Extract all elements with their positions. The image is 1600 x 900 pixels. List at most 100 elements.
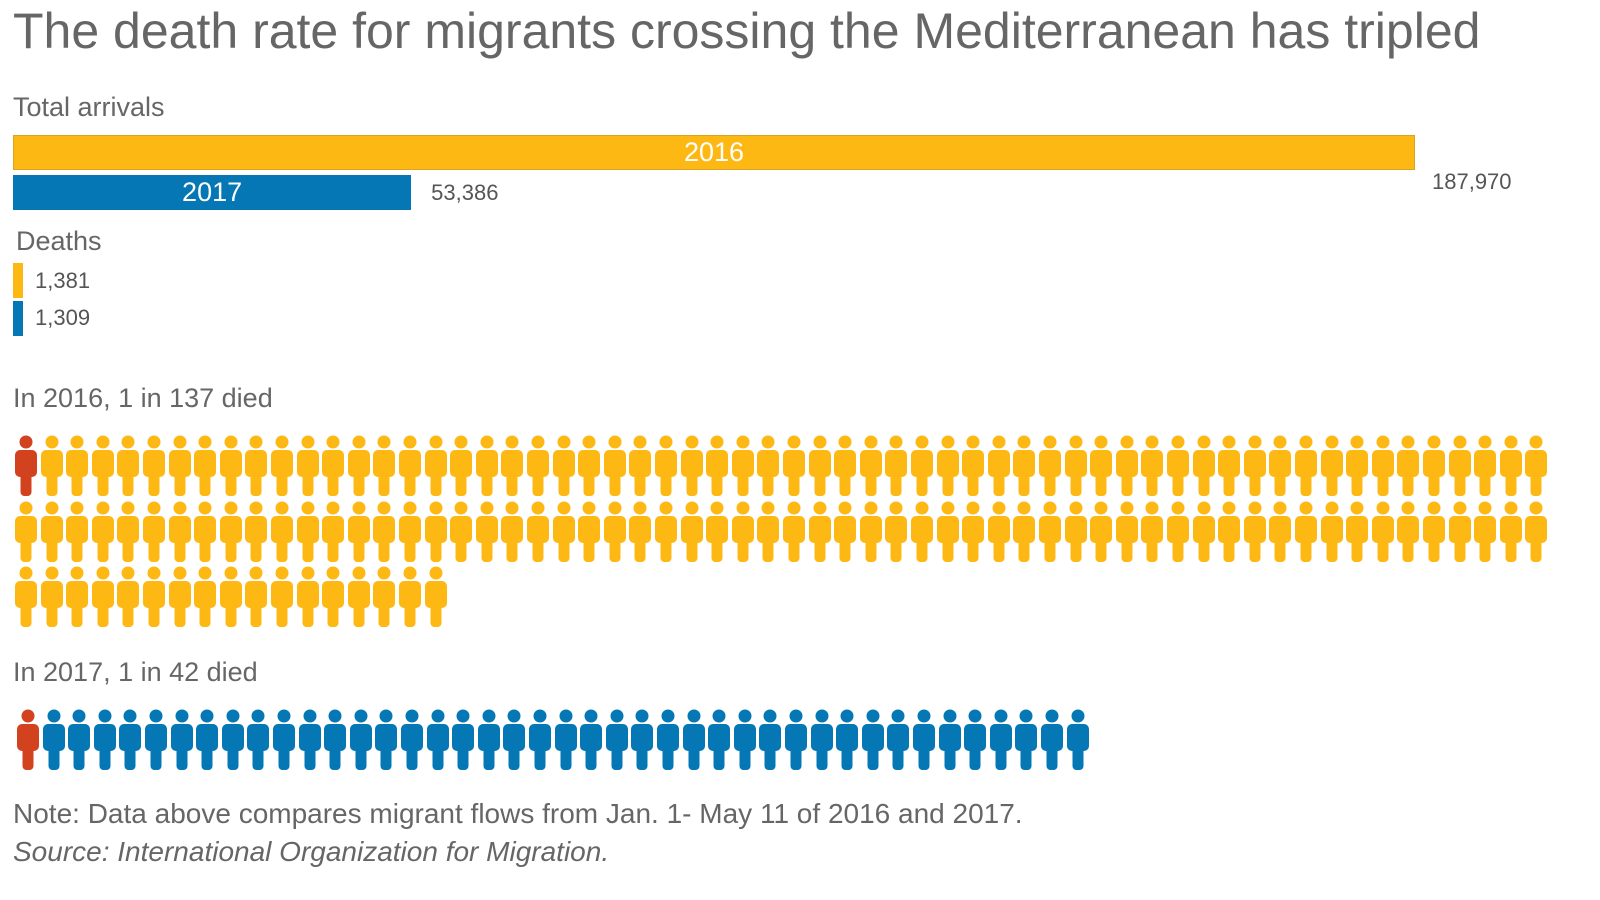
person-icon xyxy=(219,566,242,627)
person-icon xyxy=(1141,501,1164,562)
person-icon xyxy=(859,435,882,496)
person-icon xyxy=(1115,435,1138,496)
person-icon xyxy=(219,501,242,562)
pictogram-label-2017: In 2017, 1 in 42 died xyxy=(13,657,258,687)
person-icon xyxy=(324,709,347,770)
person-icon xyxy=(399,435,421,496)
person-icon xyxy=(15,501,37,562)
person-icon xyxy=(40,566,63,627)
person-icon xyxy=(680,435,703,496)
person-icon xyxy=(1525,501,1548,562)
person-icon xyxy=(808,501,831,562)
person-died-icon xyxy=(17,709,39,770)
person-icon xyxy=(401,709,423,770)
person-icon xyxy=(989,709,1012,770)
person-icon xyxy=(91,566,114,627)
person-icon xyxy=(1320,501,1343,562)
person-icon xyxy=(271,501,293,562)
person-icon xyxy=(1448,435,1471,496)
person-icon xyxy=(1423,501,1445,562)
person-icon xyxy=(450,501,473,562)
person-icon xyxy=(655,435,677,496)
person-icon xyxy=(1448,501,1471,562)
person-icon xyxy=(783,435,805,496)
person-icon xyxy=(373,501,396,562)
person-icon xyxy=(887,709,910,770)
person-icon xyxy=(629,435,652,496)
person-icon xyxy=(145,709,167,770)
person-icon xyxy=(885,435,908,496)
person-icon xyxy=(1039,435,1061,496)
person-icon xyxy=(424,566,447,627)
person-icon xyxy=(859,501,882,562)
person-icon xyxy=(91,435,114,496)
person-icon xyxy=(552,435,575,496)
person-icon xyxy=(273,709,295,770)
person-icon xyxy=(196,709,219,770)
person-icon xyxy=(426,709,449,770)
person-icon xyxy=(91,501,114,562)
note: Note: Data above compares migrant flows … xyxy=(13,798,1023,829)
person-icon xyxy=(1346,435,1369,496)
person-icon xyxy=(810,709,833,770)
person-icon xyxy=(375,709,398,770)
person-icon xyxy=(1295,501,1317,562)
person-icon xyxy=(834,501,857,562)
person-icon xyxy=(861,709,884,770)
person-icon xyxy=(322,435,345,496)
person-icon xyxy=(1218,501,1241,562)
person-icon xyxy=(1167,435,1189,496)
person-icon xyxy=(194,566,217,627)
person-icon xyxy=(1423,435,1445,496)
person-icon xyxy=(759,709,782,770)
person-icon xyxy=(373,435,396,496)
person-icon xyxy=(40,501,63,562)
person-icon xyxy=(987,435,1010,496)
person-icon xyxy=(1141,435,1164,496)
person-icon xyxy=(501,501,524,562)
person-icon xyxy=(1295,435,1317,496)
person-icon xyxy=(170,709,193,770)
pictogram-label-2016: In 2016, 1 in 137 died xyxy=(13,383,273,413)
person-icon xyxy=(1397,435,1420,496)
person-icon xyxy=(682,709,705,770)
person-icon xyxy=(783,501,805,562)
person-icon xyxy=(1499,435,1522,496)
person-icon xyxy=(554,709,577,770)
person-icon xyxy=(1192,435,1215,496)
person-icon xyxy=(1218,435,1241,496)
person-icon xyxy=(1320,435,1343,496)
person-icon xyxy=(168,501,191,562)
arrivals-value-2016: 187,970 xyxy=(1432,169,1512,194)
arrivals-bar-2017: 2017 xyxy=(13,175,412,210)
person-icon xyxy=(605,709,628,770)
person-icon xyxy=(66,435,89,496)
person-died-icon xyxy=(15,435,37,496)
person-icon xyxy=(296,501,319,562)
person-icon xyxy=(219,435,242,496)
person-icon xyxy=(529,709,551,770)
person-icon xyxy=(245,435,268,496)
bar-label-2017: 2017 xyxy=(182,177,243,207)
person-icon xyxy=(964,709,987,770)
person-icon xyxy=(1371,435,1394,496)
person-icon xyxy=(962,435,985,496)
person-icon xyxy=(938,709,961,770)
person-icon xyxy=(245,501,268,562)
person-icon xyxy=(578,435,601,496)
person-icon xyxy=(911,501,933,562)
person-icon xyxy=(143,566,165,627)
person-icon xyxy=(245,566,268,627)
arrivals-value-2017: 53,386 xyxy=(431,180,499,205)
person-icon xyxy=(1090,501,1113,562)
person-icon xyxy=(452,709,475,770)
person-icon xyxy=(399,501,421,562)
person-icon xyxy=(450,435,473,496)
arrivals-label: Total arrivals xyxy=(13,92,165,122)
deaths-bar-2017 xyxy=(13,301,23,336)
person-icon xyxy=(731,435,754,496)
person-icon xyxy=(936,501,959,562)
person-icon xyxy=(503,709,526,770)
person-icon xyxy=(68,709,91,770)
person-icon xyxy=(757,435,780,496)
